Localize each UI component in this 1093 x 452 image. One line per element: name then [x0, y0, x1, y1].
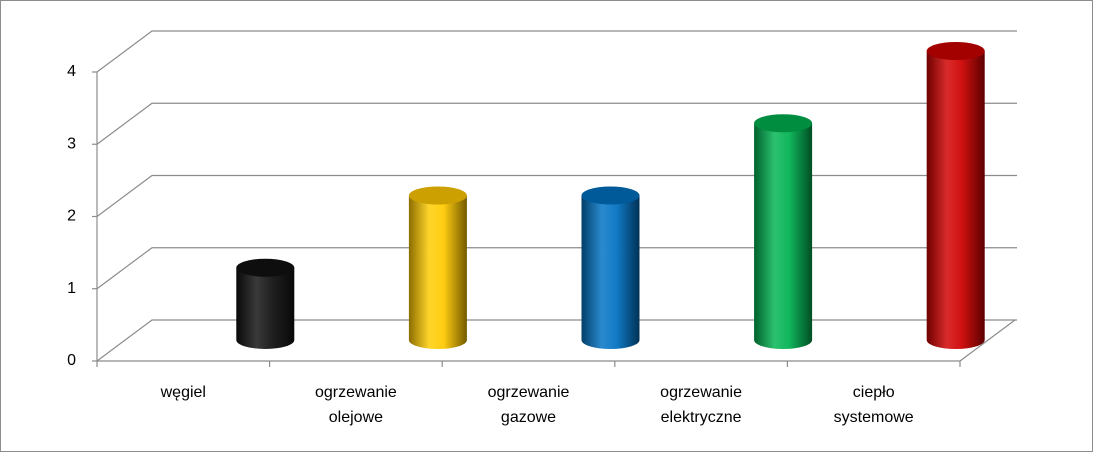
x-tick-label: węgiel [160, 384, 206, 401]
y-tick-label: 1 [67, 280, 76, 297]
bar [236, 267, 295, 349]
grid-line [96, 247, 1017, 290]
x-tick-label-line: ogrzewanie [488, 384, 570, 401]
grid-line [96, 319, 1017, 362]
grid-line [96, 30, 1017, 73]
y-tick-label: 0 [67, 352, 76, 369]
y-tick-label: 2 [67, 208, 76, 225]
bar-cap [581, 186, 640, 205]
x-tick-label-line: ogrzewanie [315, 384, 397, 401]
x-tick-label-line: ogrzewanie [660, 384, 742, 401]
x-tick-label-line: elektryczne [661, 409, 742, 426]
x-tick-label: ogrzewanie elektryczne [660, 384, 742, 426]
grid-line [96, 102, 1017, 145]
bar-cap [754, 114, 813, 133]
x-tick-label-line: gazowe [501, 409, 556, 426]
x-tick-label: ogrzewanie olejowe [315, 384, 397, 426]
x-tick-label-line: olejowe [329, 409, 383, 426]
bar-cap [408, 186, 467, 205]
bar [754, 123, 813, 349]
bar [408, 195, 467, 349]
y-tick-label: 4 [67, 63, 76, 80]
bar [926, 51, 985, 349]
bar-cap [236, 258, 295, 277]
x-tick-label-line: ciepło [853, 384, 895, 401]
x-tick-label: ogrzewanie gazowe [488, 384, 570, 426]
bar-cap [926, 42, 985, 60]
grid-line [96, 174, 1017, 217]
x-tick-label-line: systemowe [834, 409, 914, 426]
x-tick-label: ciepło systemowe [834, 384, 914, 426]
bar [581, 195, 640, 349]
y-tick-label: 3 [67, 135, 76, 152]
